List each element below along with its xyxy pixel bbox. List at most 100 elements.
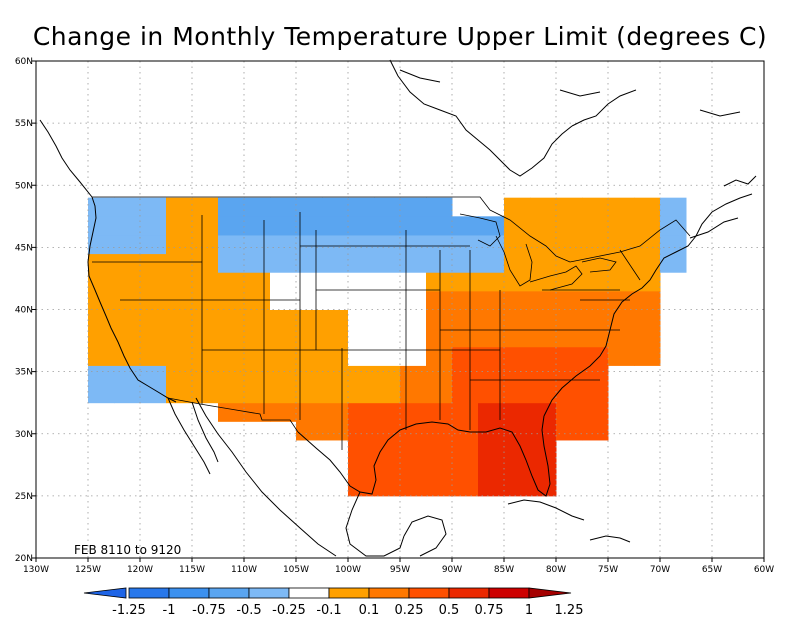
grid-cell [114, 234, 141, 255]
grid-cell [88, 216, 115, 236]
grid-cell [556, 421, 583, 441]
grid-cell [192, 234, 219, 255]
colorbar-swatch [368, 587, 410, 599]
colorbar-label: -0.1 [316, 603, 341, 618]
grid-cell [192, 197, 219, 217]
grid-cell [270, 253, 297, 273]
grid-cell [348, 272, 375, 292]
grid-cell [608, 346, 635, 366]
grid-cell [582, 290, 609, 310]
grid-cell [114, 197, 141, 217]
grid-cell [218, 234, 245, 255]
map-gridlines [36, 61, 764, 558]
grid-cell [348, 216, 375, 236]
colorbar-label: 1 [525, 603, 533, 618]
grid-cell [400, 421, 427, 441]
grid-cell [530, 346, 557, 366]
grid-cell [244, 328, 271, 348]
grid-cell [374, 197, 401, 217]
grid-cell [530, 253, 557, 273]
colorbar-swatch [408, 587, 450, 599]
grid-cell [348, 309, 375, 329]
colorbar-label: 0.5 [439, 603, 460, 618]
grid-cell [322, 402, 349, 422]
grid-cell [400, 272, 427, 292]
colorbar-label: 0.25 [395, 603, 424, 618]
lat-tick-label: 20N [15, 554, 33, 564]
grid-cell [530, 402, 557, 422]
grid-cell [608, 216, 635, 236]
grid-cell [114, 253, 141, 273]
grid-cell [634, 197, 661, 217]
grid-cell [426, 384, 453, 404]
grid-cell [634, 272, 661, 292]
colorbar-swatch [328, 587, 370, 599]
lat-tick-label: 40N [15, 306, 33, 316]
grid-cell [244, 197, 271, 217]
grid-cell [166, 197, 193, 217]
lat-tick-label: 35N [15, 368, 33, 378]
grid-cell [530, 328, 557, 348]
grid-cell [114, 309, 141, 329]
grid-cell [374, 309, 401, 329]
grid-cell [504, 234, 531, 255]
grid-cell [556, 197, 583, 217]
grid-cell [634, 328, 661, 348]
grid-cell [114, 346, 141, 366]
grid-cell [426, 458, 453, 478]
grid-cell [556, 253, 583, 273]
grid-cell [504, 309, 531, 329]
lon-tick-label: 90W [442, 565, 462, 575]
lon-tick-label: 130W [23, 565, 49, 575]
grid-cell [348, 384, 375, 404]
grid-cell [114, 384, 141, 404]
temperature-grid-cells [88, 197, 687, 497]
grid-cell [452, 216, 479, 236]
grid-cell [374, 328, 401, 348]
grid-cell [322, 290, 349, 310]
grid-cell [296, 346, 323, 366]
grid-cell [504, 402, 531, 422]
lat-tick-label: 55N [15, 119, 33, 129]
grid-cell [504, 328, 531, 348]
grid-cell [192, 384, 219, 404]
grid-cell [140, 328, 167, 348]
grid-cell [608, 272, 635, 292]
grid-cell [166, 384, 193, 404]
grid-cell [140, 272, 167, 292]
grid-cell [296, 197, 323, 217]
grid-cell [426, 328, 453, 348]
grid-cell [400, 309, 427, 329]
grid-cell [530, 421, 557, 441]
lat-tick-label: 60N [15, 57, 33, 67]
axis-ticks [32, 60, 765, 562]
lat-tick-label: 45N [15, 243, 33, 253]
grid-cell [400, 458, 427, 478]
grid-cell [374, 365, 401, 385]
grid-cell [660, 197, 687, 217]
colorbar-label: 1.25 [555, 603, 584, 618]
grid-cell [140, 309, 167, 329]
grid-cell [478, 402, 505, 422]
grid-cell [166, 253, 193, 273]
colorbar-label: 0.75 [475, 603, 504, 618]
grid-cell [504, 253, 531, 273]
grid-cell [400, 328, 427, 348]
grid-cell [140, 253, 167, 273]
grid-cell [296, 365, 323, 385]
grid-cell [400, 253, 427, 273]
state-borders [92, 196, 691, 450]
grid-cell [556, 346, 583, 366]
grid-cell [192, 346, 219, 366]
grid-cell [582, 309, 609, 329]
grid-cell [270, 290, 297, 310]
grid-cell [374, 421, 401, 441]
grid-cell [556, 309, 583, 329]
lon-tick-label: 95W [390, 565, 410, 575]
grid-cell [452, 272, 479, 292]
grid-cell [530, 216, 557, 236]
grid-cell [322, 365, 349, 385]
grid-cell [426, 290, 453, 310]
lon-tick-label: 105W [283, 565, 309, 575]
grid-cell [348, 328, 375, 348]
